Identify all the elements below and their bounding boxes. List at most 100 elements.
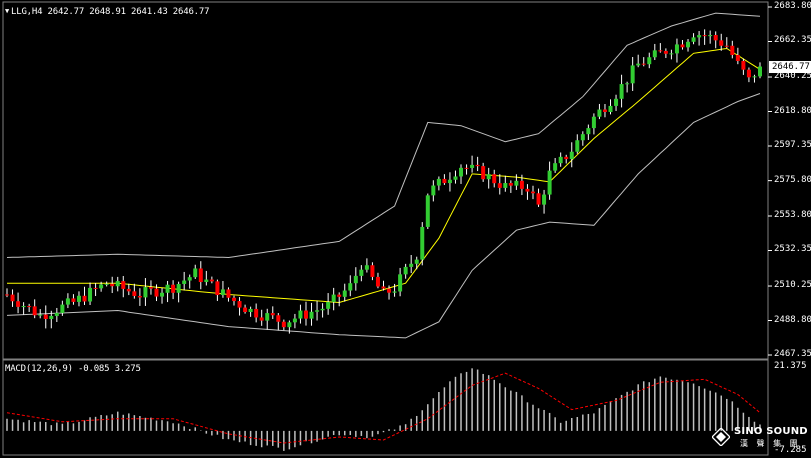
candle-body	[519, 180, 524, 189]
candle-body	[315, 310, 320, 312]
bullish-candle	[425, 193, 430, 230]
candle-body	[359, 269, 364, 276]
candle-body	[126, 288, 131, 292]
bullish-candle	[398, 267, 403, 297]
bearish-candle	[702, 29, 707, 45]
candle-body	[49, 315, 54, 320]
candle-body	[348, 283, 353, 291]
candle-body	[658, 50, 663, 52]
bearish-candle	[746, 67, 751, 83]
candle-body	[287, 322, 292, 328]
bearish-candle	[525, 184, 530, 200]
candle-body	[425, 195, 430, 227]
candle-body	[16, 301, 21, 307]
candle-body	[65, 298, 70, 305]
candle-body	[27, 306, 32, 308]
candle-body	[54, 312, 59, 316]
bearish-candle	[121, 275, 126, 298]
moving-average-line	[7, 47, 761, 304]
bullish-candle	[21, 302, 26, 315]
candle-body	[71, 298, 76, 302]
bullish-candle	[697, 31, 702, 46]
bearish-candle	[82, 286, 87, 306]
candle-body	[431, 185, 436, 196]
bullish-candle	[220, 281, 225, 298]
candle-body	[226, 289, 231, 298]
bearish-candle	[536, 188, 541, 207]
candle-body	[375, 276, 380, 287]
candle-body	[337, 294, 342, 297]
price-axis-label: 2510.25	[774, 280, 811, 291]
bullish-candle	[547, 161, 552, 200]
bearish-candle	[337, 292, 342, 307]
candle-body	[270, 313, 275, 316]
bullish-candle	[708, 30, 713, 44]
candle-body	[5, 294, 9, 296]
candle-body	[542, 194, 547, 205]
bullish-candle	[88, 282, 93, 305]
candle-body	[204, 279, 209, 283]
candle-body	[32, 306, 37, 316]
bearish-candle	[232, 295, 237, 306]
candle-body	[669, 53, 674, 55]
bearish-candle	[137, 288, 142, 306]
candle-body	[758, 66, 762, 77]
candle-body	[370, 265, 375, 277]
candle-body	[686, 41, 691, 48]
bullish-candle	[553, 158, 558, 173]
candle-body	[137, 295, 142, 298]
price-axis-label: 2553.80	[774, 210, 811, 220]
close-value: 2646.77	[172, 7, 210, 17]
candle-body	[586, 128, 591, 135]
bearish-candle	[658, 43, 663, 53]
bullish-candle	[558, 152, 563, 167]
bullish-candle	[248, 306, 253, 317]
bearish-candle	[93, 283, 98, 297]
candle-body	[115, 281, 120, 287]
bullish-candle	[38, 309, 43, 319]
candle-body	[104, 283, 109, 285]
candle-body	[143, 287, 148, 298]
bullish-candle	[431, 180, 436, 202]
bearish-candle	[215, 279, 220, 301]
candle-body	[409, 263, 414, 267]
bullish-candle	[76, 291, 81, 307]
candle-body	[470, 164, 475, 168]
candle-body	[663, 50, 668, 54]
bearish-candle	[237, 297, 242, 316]
bullish-candle	[625, 81, 630, 93]
candle-body	[392, 291, 397, 293]
candle-body	[619, 84, 624, 99]
bearish-candle	[110, 276, 115, 294]
bearish-candle	[370, 262, 375, 281]
candle-body	[525, 188, 530, 192]
candle-body	[497, 183, 502, 188]
candle-body	[259, 317, 264, 321]
bullish-candle	[287, 320, 292, 334]
collapse-triangle-icon[interactable]: ▼	[5, 7, 10, 15]
high-value: 2648.91	[89, 7, 126, 17]
bullish-candle	[691, 33, 696, 45]
bearish-candle	[276, 313, 281, 331]
price-axis-label: 2488.80	[774, 314, 811, 325]
candle-body	[636, 63, 641, 66]
bearish-candle	[719, 33, 724, 51]
bullish-candle	[436, 176, 441, 191]
bollinger-upper-band	[6, 12, 761, 259]
bearish-candle	[564, 154, 569, 164]
bearish-candle	[32, 299, 37, 319]
bearish-candle	[198, 261, 203, 290]
bullish-candle	[597, 103, 602, 120]
candle-body	[43, 314, 48, 320]
bullish-candle	[309, 302, 314, 326]
candle-body	[719, 40, 724, 46]
bullish-candle	[99, 281, 104, 292]
bullish-candle	[60, 300, 65, 316]
bearish-candle	[680, 40, 685, 50]
bullish-candle	[752, 74, 757, 83]
open-value: 2642.77	[47, 7, 85, 17]
candle-body	[10, 294, 15, 302]
bearish-candle	[303, 301, 308, 326]
bullish-candle	[359, 265, 364, 282]
